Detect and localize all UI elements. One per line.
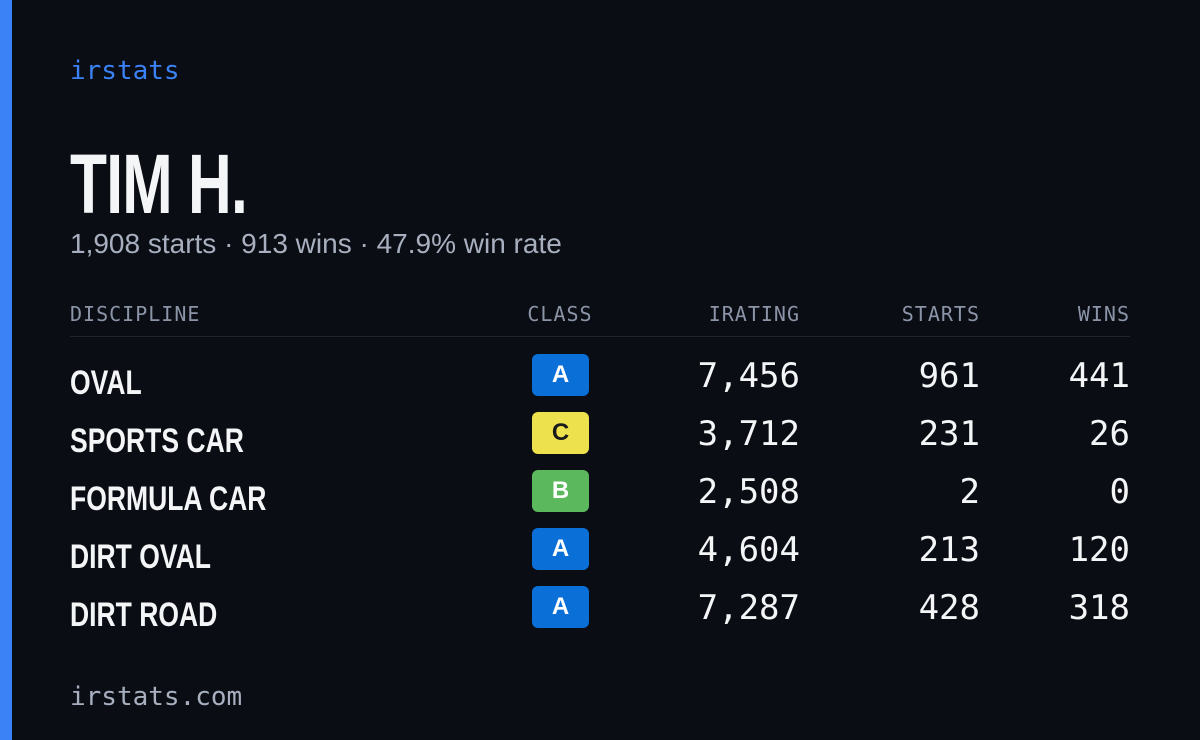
irating: 3,712: [697, 414, 800, 454]
wins: 318: [1068, 588, 1130, 628]
wins: 120: [1068, 530, 1130, 570]
driver-name: TIM H.: [70, 137, 248, 231]
discipline: DIRT ROAD: [70, 596, 218, 634]
starts: 961: [918, 356, 980, 396]
accent-bar: [0, 0, 12, 740]
wins: 441: [1068, 356, 1130, 396]
starts: 2: [959, 472, 980, 512]
wins: 0: [1109, 472, 1130, 512]
driver-summary: 1,908 starts · 913 wins · 47.9% win rate: [70, 228, 562, 259]
column-header: STARTS: [901, 302, 980, 326]
irating: 7,287: [697, 588, 800, 628]
brand: irstats: [70, 56, 180, 86]
column-header: CLASS: [527, 302, 593, 326]
irating: 4,604: [697, 530, 800, 570]
starts: 231: [918, 414, 980, 454]
irating: 7,456: [697, 356, 800, 396]
discipline: SPORTS CAR: [70, 422, 244, 460]
discipline: OVAL: [70, 364, 142, 402]
class-badge: B: [532, 470, 589, 512]
header-rule: [70, 336, 1130, 337]
class-badge: A: [532, 528, 589, 570]
irating: 2,508: [697, 472, 800, 512]
column-header: DISCIPLINE: [70, 302, 201, 326]
class-badge: C: [532, 412, 589, 454]
column-header: WINS: [1077, 302, 1130, 326]
footer: irstats.com: [70, 682, 243, 712]
discipline: FORMULA CAR: [70, 480, 267, 518]
class-badge: A: [532, 586, 589, 628]
starts: 213: [918, 530, 980, 570]
discipline: DIRT OVAL: [70, 538, 211, 576]
wins: 26: [1089, 414, 1130, 454]
starts: 428: [918, 588, 980, 628]
class-badge: A: [532, 354, 589, 396]
column-header: IRATING: [708, 302, 800, 326]
